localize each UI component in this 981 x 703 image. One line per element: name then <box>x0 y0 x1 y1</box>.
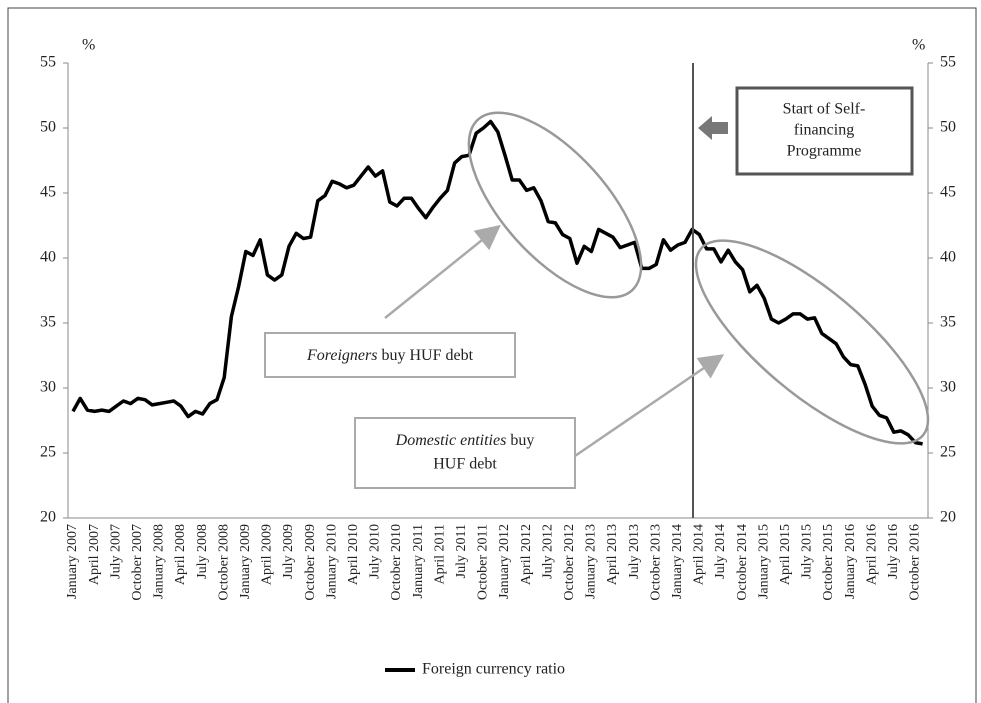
y-tick-label: 35 <box>40 314 56 331</box>
x-tick-label: October 2013 <box>648 524 663 601</box>
legend-label: Foreign currency ratio <box>422 661 565 678</box>
y2-tick-label: 25 <box>940 444 956 461</box>
x-tick-label: January 2016 <box>843 524 858 599</box>
ellipse <box>694 239 930 445</box>
data-line <box>71 119 923 446</box>
y-tick-label: 40 <box>40 249 56 266</box>
x-tick-label: January 2007 <box>65 524 80 599</box>
x-tick-label: July 2016 <box>886 524 901 579</box>
x-tick-label: April 2009 <box>260 524 275 585</box>
arrow-left <box>698 116 728 140</box>
x-tick-label: January 2015 <box>756 524 771 599</box>
x-tick-label: April 2016 <box>864 524 879 585</box>
y-tick-label: 30 <box>40 379 56 396</box>
y2-tick-label: 50 <box>940 119 956 136</box>
x-tick-label: April 2011 <box>432 524 447 585</box>
x-tick-label: April 2008 <box>173 524 188 585</box>
x-tick-label: April 2013 <box>605 524 620 585</box>
y2-tick-label: 55 <box>940 54 956 71</box>
annotation: Foreigners buy HUF debt <box>306 347 474 364</box>
annotation-text: buy <box>510 432 534 449</box>
x-tick-label: April 2015 <box>778 524 793 585</box>
x-tick-label: July 2010 <box>368 524 383 579</box>
x-tick-label: January 2013 <box>584 524 599 599</box>
y2-tick-label: 20 <box>940 509 956 526</box>
x-tick-label: October 2009 <box>303 524 318 601</box>
x-tick-label: January 2014 <box>670 524 685 599</box>
y2-tick-label: 35 <box>940 314 956 331</box>
arrow <box>571 354 725 460</box>
x-tick-label: April 2012 <box>519 524 534 585</box>
annotation: Programme <box>787 143 862 160</box>
annotation-box <box>354 417 576 489</box>
x-tick-label: April 2014 <box>692 524 707 585</box>
x-tick-label: October 2012 <box>562 524 577 601</box>
annotation: financing <box>794 122 854 139</box>
x-tick-label: July 2014 <box>713 524 728 579</box>
y2-tick-label: 30 <box>940 379 956 396</box>
x-tick-label: July 2011 <box>454 524 469 578</box>
annotation-box <box>735 86 914 176</box>
x-tick-label: October 2011 <box>476 524 491 600</box>
x-tick-label: October 2007 <box>130 524 145 601</box>
x-tick-label: October 2008 <box>216 524 231 601</box>
y-tick-label: 25 <box>40 444 56 461</box>
annotation: Start of Self- <box>783 101 866 118</box>
y-unit: % <box>82 37 95 54</box>
y2-tick-label: 45 <box>940 184 956 201</box>
x-tick-label: January 2012 <box>497 524 512 599</box>
ellipse <box>467 111 643 299</box>
y2-unit: % <box>912 37 925 54</box>
x-tick-label: July 2015 <box>800 524 815 579</box>
x-tick-label: January 2010 <box>324 524 339 599</box>
x-tick-label: July 2012 <box>540 524 555 579</box>
x-tick-label: January 2008 <box>152 524 167 599</box>
annotation: HUF debt <box>433 456 497 473</box>
y-tick-label: 20 <box>40 509 56 526</box>
annotation-box <box>264 332 516 378</box>
x-tick-label: October 2010 <box>389 524 404 601</box>
x-tick-label: July 2009 <box>281 524 296 579</box>
y-tick-label: 55 <box>40 54 56 71</box>
x-tick-label: April 2010 <box>346 524 361 585</box>
x-tick-label: July 2008 <box>195 524 210 579</box>
annotation-italic: Foreigners <box>306 347 378 364</box>
x-tick-label: July 2007 <box>108 524 123 579</box>
y2-tick-label: 40 <box>940 249 956 266</box>
arrow <box>384 224 501 319</box>
x-tick-label: January 2009 <box>238 524 253 599</box>
x-tick-label: January 2011 <box>411 524 426 599</box>
frame <box>7 7 977 703</box>
annotation-italic: Domestic entities <box>395 432 507 449</box>
y-tick-label: 50 <box>40 119 56 136</box>
y-tick-label: 45 <box>40 184 56 201</box>
x-tick-label: October 2014 <box>735 524 750 601</box>
x-tick-label: October 2015 <box>821 524 836 601</box>
annotation-text: buy HUF debt <box>381 347 473 364</box>
x-tick-label: April 2007 <box>87 524 102 585</box>
x-tick-label: July 2013 <box>627 524 642 579</box>
x-tick-label: October 2016 <box>908 524 923 601</box>
annotation: Domestic entities buy <box>395 432 535 449</box>
